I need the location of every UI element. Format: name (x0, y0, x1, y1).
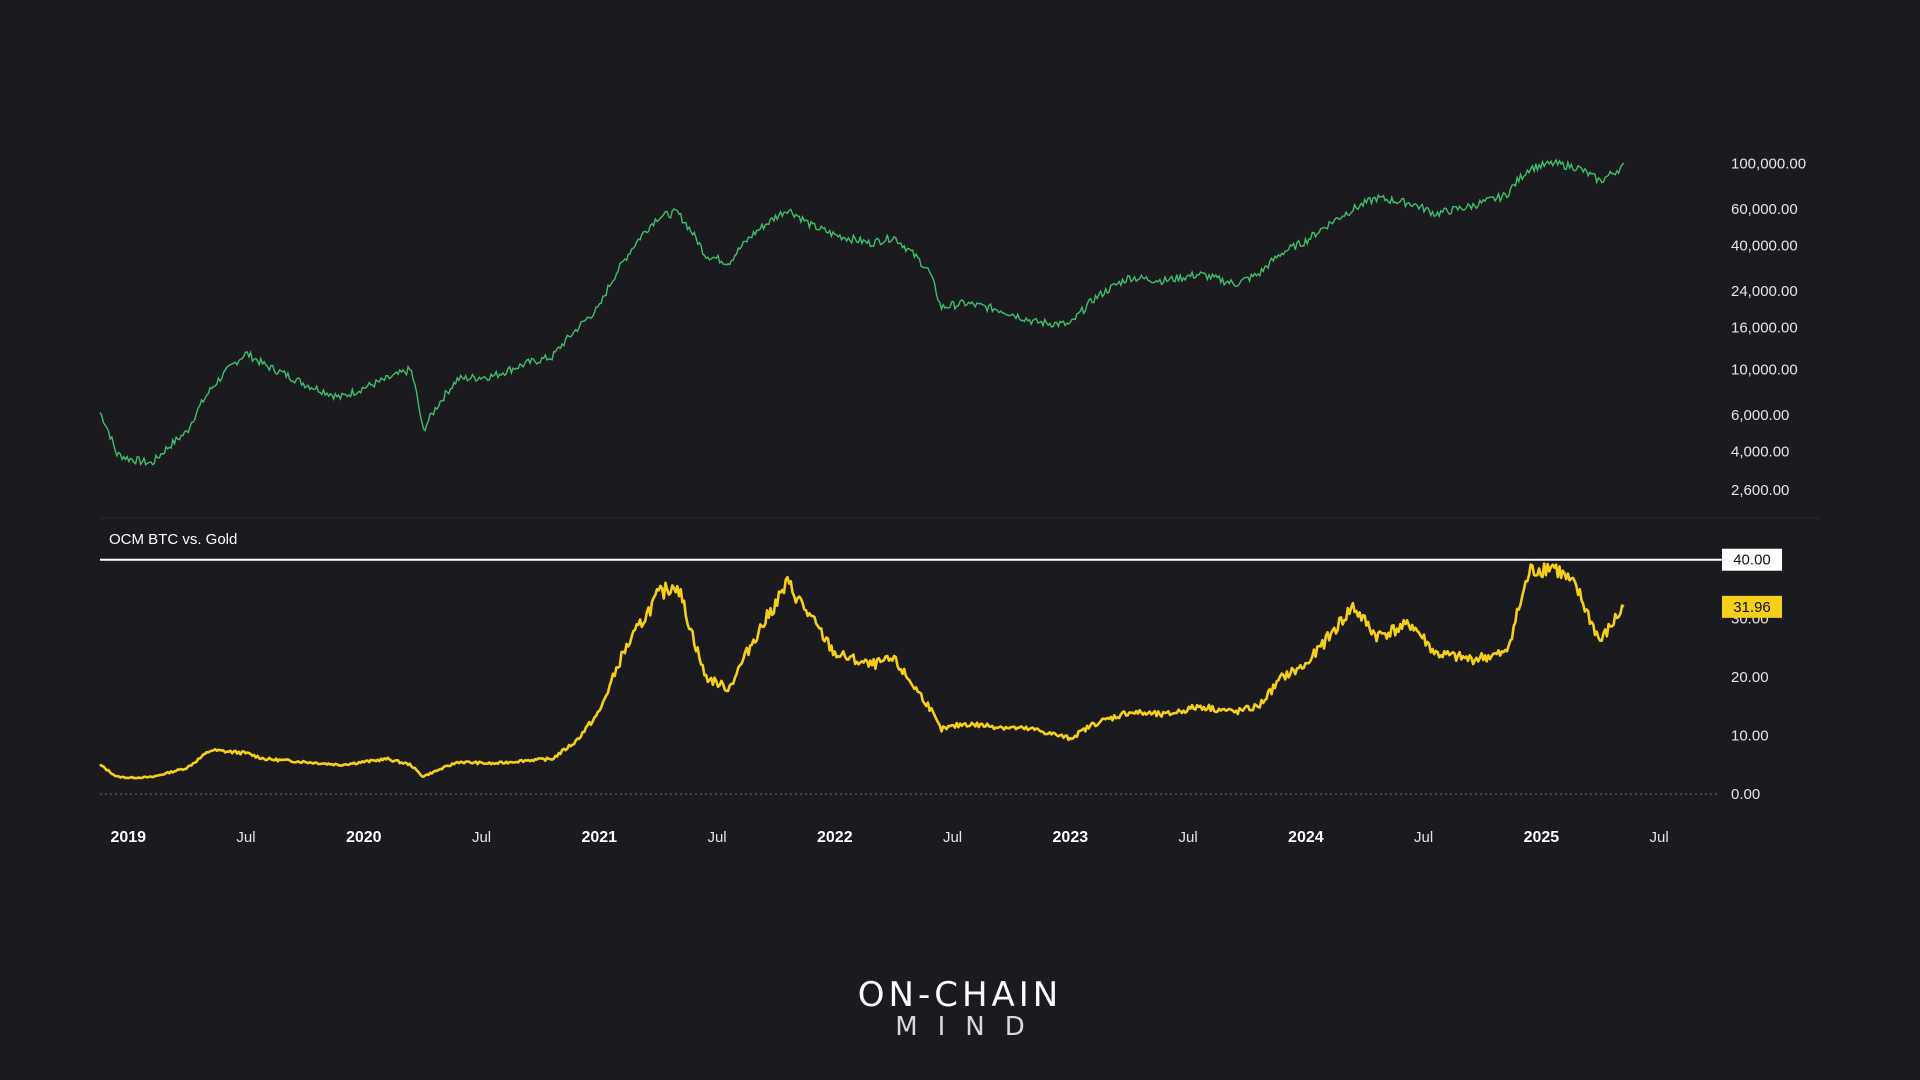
x-tick-label-month: Jul (943, 829, 962, 846)
brand-logo-line1: ON-CHAIN (857, 975, 1063, 1015)
x-tick-label-month: Jul (472, 829, 491, 846)
price-y-tick-label: 2,600.00 (1731, 482, 1789, 499)
btc-gold-ratio-line (99, 562, 1625, 780)
x-tick-label-year: 2023 (1053, 829, 1089, 846)
x-tick-label-year: 2025 (1524, 829, 1560, 846)
brand-logo-line2: MIND (895, 1012, 1045, 1042)
price-y-tick-label: 60,000.00 (1731, 201, 1798, 218)
x-tick-label-year: 2019 (110, 829, 146, 846)
x-tick-label-year: 2022 (817, 829, 853, 846)
last-value-marker: 31.96 (1722, 595, 1782, 618)
x-axis: 2019 Jul 2020 Jul 2021 Jul 2022 Jul 2023 Jul 2024 J… (110, 829, 1668, 846)
x-tick-label-year: 2021 (581, 829, 617, 846)
x-tick-label-month: Jul (1414, 829, 1433, 846)
price-y-tick-label: 4,000.00 (1731, 444, 1789, 461)
x-tick-label-year: 2024 (1288, 829, 1324, 846)
x-tick-label-month: Jul (236, 829, 255, 846)
price-y-tick-label: 100,000.00 (1731, 155, 1806, 172)
reference-line-40: 40.00 (100, 548, 1782, 571)
btc-gold-ratio-series (99, 562, 1625, 780)
last-value-label: 31.96 (1733, 599, 1771, 616)
price-y-tick-label: 6,000.00 (1731, 407, 1789, 424)
price-y-tick-label: 24,000.00 (1731, 283, 1798, 300)
x-tick-label-year: 2020 (346, 829, 382, 846)
ratio-pane-title: OCM BTC vs. Gold (109, 531, 237, 548)
last-value-box (1722, 595, 1782, 618)
x-tick-label-month: Jul (1178, 829, 1197, 846)
price-y-axis: 100,000.00 60,000.00 40,000.00 24,000.00 16,… (1731, 155, 1806, 499)
btc-price-series (99, 158, 1625, 466)
reference-label: 40.00 (1733, 552, 1771, 569)
reference-label-box (1722, 548, 1782, 571)
x-tick-label-month: Jul (1650, 829, 1669, 846)
ratio-y-tick-label: 20.00 (1731, 669, 1769, 686)
ratio-y-tick-label: 10.00 (1731, 728, 1769, 745)
price-y-tick-label: 10,000.00 (1731, 362, 1798, 379)
ratio-y-tick-label: 0.00 (1731, 786, 1760, 803)
x-tick-label-month: Jul (707, 829, 726, 846)
price-y-tick-label: 16,000.00 (1731, 319, 1798, 336)
btc-price-line (99, 158, 1625, 466)
price-y-tick-label: 40,000.00 (1731, 237, 1798, 254)
